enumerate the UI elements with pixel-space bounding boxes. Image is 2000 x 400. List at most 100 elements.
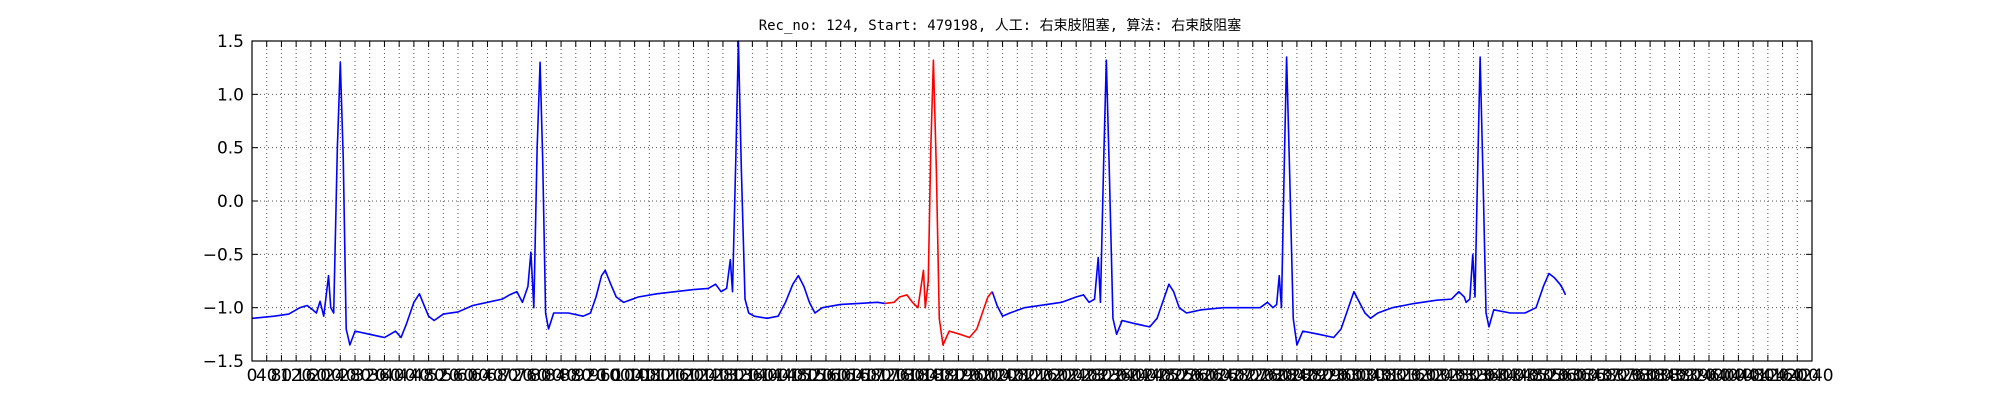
x-tick-label: 2960 xyxy=(1319,366,1362,386)
x-tick-label: 3480 xyxy=(1511,366,1554,386)
x-tick-label: 1920 xyxy=(937,366,980,386)
x-tick-label: 1400 xyxy=(745,366,788,386)
x-tick-label: 1240 xyxy=(687,366,730,386)
x-tick-label: 840 xyxy=(545,366,577,386)
x-tick-label: 2880 xyxy=(1290,366,1333,386)
x-tick-label: 2840 xyxy=(1275,366,1318,386)
y-tick-label: 0.0 xyxy=(217,192,244,212)
x-tick-label: 1320 xyxy=(716,366,759,386)
x-tick-label: 200 xyxy=(309,366,341,386)
x-tick-label: 2040 xyxy=(981,366,1024,386)
x-tick-label: 2520 xyxy=(1158,366,1201,386)
x-tick-label: 360 xyxy=(368,366,400,386)
x-tick-label: 1880 xyxy=(922,366,965,386)
x-tick-label: 800 xyxy=(530,366,562,386)
x-tick-label: 2600 xyxy=(1187,366,1230,386)
x-tick-label: 400 xyxy=(383,366,415,386)
ecg-trace-normal xyxy=(251,40,885,346)
x-tick-label: 40 xyxy=(256,366,278,386)
x-tick-label: 600 xyxy=(457,366,489,386)
x-tick-label: 1360 xyxy=(731,366,774,386)
y-tick-label: −0.5 xyxy=(203,245,244,265)
x-tick-label: 1640 xyxy=(834,366,877,386)
x-tick-label: 3760 xyxy=(1614,366,1657,386)
x-tick-label: 2120 xyxy=(1010,366,1053,386)
x-tick-label: 3520 xyxy=(1525,366,1568,386)
x-tick-label: 2680 xyxy=(1216,366,1259,386)
x-tick-label: 1000 xyxy=(598,366,641,386)
y-axis: 1.5 1.0 0.5 0.0 −0.5 −1.0 −1.5 xyxy=(203,32,1812,372)
x-tick-label: 2800 xyxy=(1261,366,1304,386)
x-tick-label: 2160 xyxy=(1025,366,1068,386)
x-tick-label: 2240 xyxy=(1055,366,1098,386)
x-tick-label: 1760 xyxy=(878,366,921,386)
x-tick-label: 960 xyxy=(589,366,621,386)
x-tick-label: 4120 xyxy=(1746,366,1789,386)
x-tick-label: 760 xyxy=(515,366,547,386)
x-tick-label: 4040 xyxy=(1717,366,1760,386)
x-tick-label: 280 xyxy=(339,366,371,386)
x-tick-label: 4080 xyxy=(1731,366,1774,386)
x-tick-label: 3280 xyxy=(1437,366,1480,386)
x-tick-label: 680 xyxy=(486,366,518,386)
x-tick-label: 2720 xyxy=(1231,366,1274,386)
x-tick-label: 2480 xyxy=(1143,366,1186,386)
x-tick-label: 3120 xyxy=(1378,366,1421,386)
x-tick-label: 3560 xyxy=(1540,366,1583,386)
y-tick-label: −1.5 xyxy=(203,352,244,372)
y-tick-label: 1.0 xyxy=(217,85,244,105)
x-tick-label: 3960 xyxy=(1687,366,1730,386)
x-tick-label: 2000 xyxy=(966,366,1009,386)
x-tick-label: 1680 xyxy=(848,366,891,386)
x-tick-label: 1960 xyxy=(951,366,994,386)
x-tick-label: 3200 xyxy=(1408,366,1451,386)
x-tick-label: 1800 xyxy=(893,366,936,386)
x-tick-label: 3680 xyxy=(1584,366,1627,386)
x-tick-label: 440 xyxy=(398,366,430,386)
x-tick-label: 3080 xyxy=(1364,366,1407,386)
x-tick-label: 3440 xyxy=(1496,366,1539,386)
x-tick-label: 240 xyxy=(324,366,356,386)
x-tick-label: 2560 xyxy=(1172,366,1215,386)
x-tick-label: 1080 xyxy=(628,366,671,386)
x-tick-label: 480 xyxy=(412,366,444,386)
x-tick-label: 3800 xyxy=(1628,366,1671,386)
x-tick-label: 120 xyxy=(280,366,312,386)
x-tick-label: 80 xyxy=(271,366,293,386)
y-tick-label: 0.5 xyxy=(217,139,244,159)
x-tick-label: 2080 xyxy=(996,366,1039,386)
y-tick-label: −1.0 xyxy=(203,299,244,319)
x-tick-label: 520 xyxy=(427,366,459,386)
x-tick-label: 2200 xyxy=(1040,366,1083,386)
x-tick-label: 2400 xyxy=(1113,366,1156,386)
x-tick-label: 880 xyxy=(560,366,592,386)
x-tick-label: 2360 xyxy=(1099,366,1142,386)
x-tick-label: 2640 xyxy=(1202,366,1245,386)
x-tick-label: 920 xyxy=(574,366,606,386)
x-tick-label: 0 xyxy=(247,366,258,386)
x-tick-label: 4160 xyxy=(1761,366,1804,386)
x-tick-label: 2760 xyxy=(1246,366,1289,386)
x-tick-label: 3000 xyxy=(1334,366,1377,386)
x-tick-label: 3600 xyxy=(1555,366,1598,386)
x-tick-label: 2280 xyxy=(1069,366,1112,386)
x-tick-label: 640 xyxy=(471,366,503,386)
x-tick-label: 4000 xyxy=(1702,366,1745,386)
x-tick-label: 560 xyxy=(442,366,474,386)
x-tick-label: 1160 xyxy=(657,366,700,386)
x-tick-label: 1280 xyxy=(701,366,744,386)
x-tick-label: 1520 xyxy=(790,366,833,386)
x-tick-label: 1720 xyxy=(863,366,906,386)
x-tick-label: 3920 xyxy=(1673,366,1716,386)
x-tick-label: 1440 xyxy=(760,366,803,386)
x-tick-label: 3240 xyxy=(1422,366,1465,386)
x-tick-label: 3720 xyxy=(1599,366,1642,386)
x-tick-label: 2320 xyxy=(1084,366,1127,386)
x-tick-label: 1200 xyxy=(672,366,715,386)
x-tick-label: 4200 xyxy=(1776,366,1819,386)
x-tick-label: 2440 xyxy=(1128,366,1171,386)
x-tick-label: 160 xyxy=(295,366,327,386)
x-tick-label: 2920 xyxy=(1305,366,1348,386)
